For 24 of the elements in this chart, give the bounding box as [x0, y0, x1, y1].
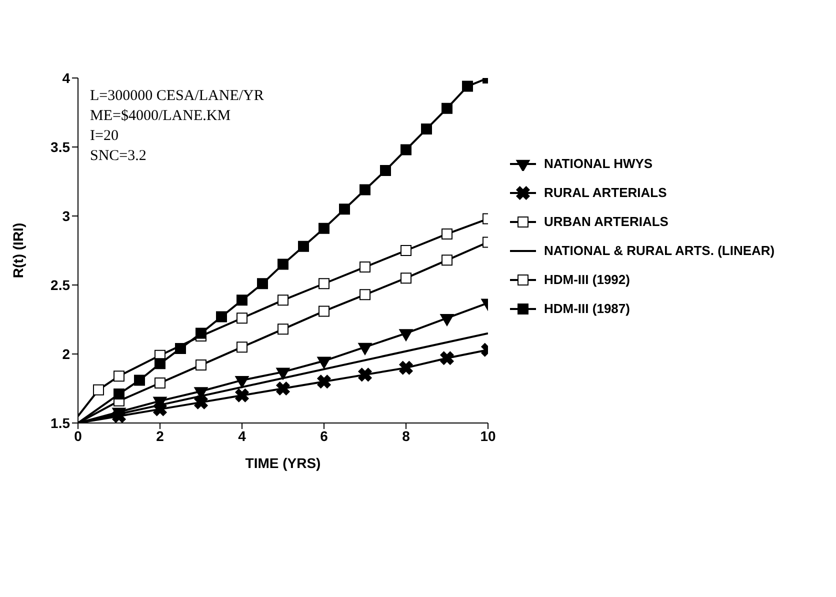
x-tick-label: 8	[402, 428, 410, 444]
x-tick-label: 2	[156, 428, 164, 444]
x-tick-label: 10	[480, 428, 496, 444]
legend-label: HDM-III (1992)	[544, 272, 630, 287]
annotation: ME=$4000/LANE.KM	[90, 107, 232, 126]
y-tick-label: 2	[62, 346, 70, 362]
legend-label: NATIONAL HWYS	[544, 156, 653, 171]
x-tick-label: 6	[320, 428, 328, 444]
legend-label: RURAL ARTERIALS	[544, 185, 667, 200]
y-tick-label: 1.5	[50, 414, 70, 431]
legend-label: URBAN ARTERIALS	[544, 214, 668, 229]
y-axis-title: R(t) (IRI)	[10, 222, 26, 278]
annotation: SNC=3.2	[90, 147, 148, 166]
x-tick-label: 4	[238, 428, 246, 444]
y-tick-label: 3.5	[50, 138, 70, 155]
y-tick-label: 3	[62, 208, 70, 224]
legend-label: HDM-III (1987)	[544, 301, 630, 316]
y-tick-label: 4	[62, 70, 70, 86]
legend-label: NATIONAL & RURAL ARTS. (LINEAR)	[544, 243, 775, 258]
annotation: L=300000 CESA/LANE/YR	[90, 87, 264, 106]
annotation: I=20	[90, 127, 120, 146]
x-axis-title: TIME (YRS)	[245, 455, 321, 471]
x-tick-label: 0	[74, 428, 82, 444]
y-tick-label: 2.5	[50, 276, 70, 293]
